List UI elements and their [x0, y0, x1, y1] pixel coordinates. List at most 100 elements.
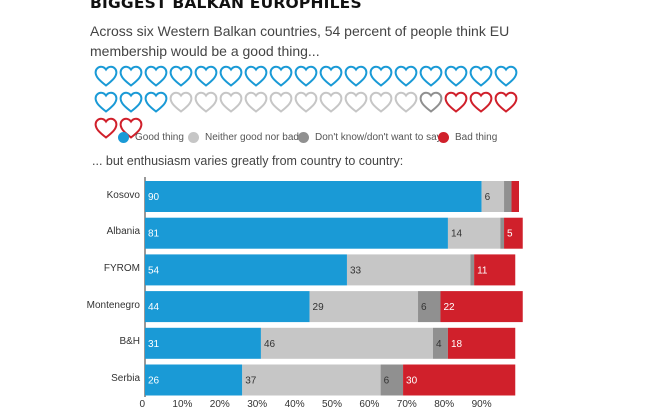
row-label: B&H — [119, 336, 140, 348]
data-label: 26 — [148, 376, 160, 387]
row-label: Albania — [106, 226, 140, 238]
row-label: FYROM — [103, 262, 140, 274]
heart-icon — [319, 91, 344, 113]
row-label: Serbia — [111, 373, 140, 384]
heart-grid — [94, 65, 524, 139]
heart-icon — [194, 91, 219, 113]
bar-segment — [500, 217, 505, 249]
heart-icon — [344, 65, 369, 87]
data-label: 4 — [436, 339, 442, 350]
data-label: 11 — [477, 265, 488, 276]
heart-icon — [169, 91, 194, 113]
heart-icon — [144, 65, 169, 87]
legend-item-good: Good thing — [118, 132, 184, 143]
row-label: Montenegro — [86, 299, 140, 311]
x-tick-label: 70% — [397, 399, 417, 410]
heart-icon — [169, 65, 194, 87]
bar-segment — [145, 217, 448, 249]
heart-icon — [369, 91, 394, 113]
heart-icon — [444, 91, 469, 113]
data-label: 6 — [485, 192, 491, 203]
bar-segment — [447, 217, 501, 249]
bar-segment — [481, 181, 505, 212]
heart-icon — [469, 91, 494, 113]
heart-icon — [494, 91, 519, 113]
heart-icon — [219, 91, 244, 113]
bar-segment — [511, 181, 519, 212]
data-label: 30 — [406, 376, 418, 387]
heart-icon — [269, 65, 294, 87]
bar-segment — [432, 327, 448, 359]
data-label: 14 — [451, 229, 463, 240]
data-label: 33 — [350, 265, 362, 276]
heart-icon — [119, 65, 144, 87]
heart-icon — [94, 91, 119, 113]
row-label: Kosovo — [106, 189, 140, 201]
x-tick-label: 80% — [434, 399, 454, 410]
x-tick-label: 30% — [247, 399, 267, 410]
bar-segment — [145, 291, 310, 323]
bar-segment — [504, 181, 512, 212]
heart-icon — [394, 65, 419, 87]
heart-icon — [119, 91, 144, 113]
bar-segment — [145, 254, 347, 286]
chart-title: BIGGEST BALKAN EUROPHILES — [90, 0, 362, 12]
bar-segment — [242, 364, 381, 396]
heart-icon — [394, 91, 419, 113]
heart-icon — [419, 65, 444, 87]
legend-swatch — [188, 132, 199, 143]
data-label: 5 — [507, 229, 513, 240]
data-label: 37 — [245, 376, 257, 387]
legend-item-bad: Bad thing — [438, 132, 497, 143]
x-tick-label: 50% — [322, 399, 342, 410]
heart-icon — [419, 91, 444, 113]
heart-icon — [294, 65, 319, 87]
data-label: 6 — [421, 302, 427, 313]
bar-segment — [380, 364, 404, 396]
heart-icon — [244, 91, 269, 113]
bar-segment — [474, 254, 516, 286]
bar-segment — [403, 364, 516, 396]
heart-icon — [444, 65, 469, 87]
bar-segment — [260, 327, 433, 359]
data-label: 31 — [148, 339, 160, 350]
legend-swatch — [438, 132, 449, 143]
data-label: 22 — [443, 302, 455, 313]
data-label: 29 — [313, 302, 325, 313]
x-tick-label: 0 — [139, 399, 145, 410]
data-label: 6 — [384, 376, 390, 387]
heart-icon — [269, 91, 294, 113]
bar-segment — [145, 364, 243, 396]
bar-segment — [470, 254, 475, 286]
bar-segment — [145, 327, 261, 359]
x-tick-label: 60% — [359, 399, 379, 410]
heart-icon — [494, 65, 519, 87]
heart-icon — [344, 91, 369, 113]
x-tick-label: 40% — [285, 399, 305, 410]
heart-icon — [94, 65, 119, 87]
chart-subtitle: ... but enthusiasm varies greatly from c… — [92, 154, 404, 168]
data-label: 54 — [148, 265, 160, 276]
heart-icon — [369, 65, 394, 87]
bar-segment — [447, 327, 516, 359]
data-label: 46 — [264, 339, 276, 350]
data-label: 90 — [148, 192, 160, 203]
legend-label: Don't know/don't want to say — [315, 132, 442, 143]
legend-item-neither: Neither good nor bad — [188, 132, 299, 143]
legend-label: Bad thing — [455, 132, 498, 143]
heart-icon — [144, 91, 169, 113]
heart-icon — [119, 117, 144, 139]
legend-label: Neither good nor bad — [205, 132, 299, 143]
legend-label: Good thing — [135, 132, 184, 143]
heart-icon — [194, 65, 219, 87]
x-tick-label: 90% — [472, 399, 492, 410]
bar-segment — [145, 181, 482, 212]
legend-item-dontknow: Don't know/don't want to say — [298, 132, 442, 143]
data-label: 81 — [148, 229, 160, 240]
intro-text: Across six Western Balkan countries, 54 … — [90, 23, 510, 59]
heart-icon — [294, 91, 319, 113]
legend-swatch — [298, 132, 309, 143]
x-tick-label: 20% — [210, 399, 230, 410]
heart-icon — [469, 65, 494, 87]
bar-segment — [346, 254, 471, 286]
